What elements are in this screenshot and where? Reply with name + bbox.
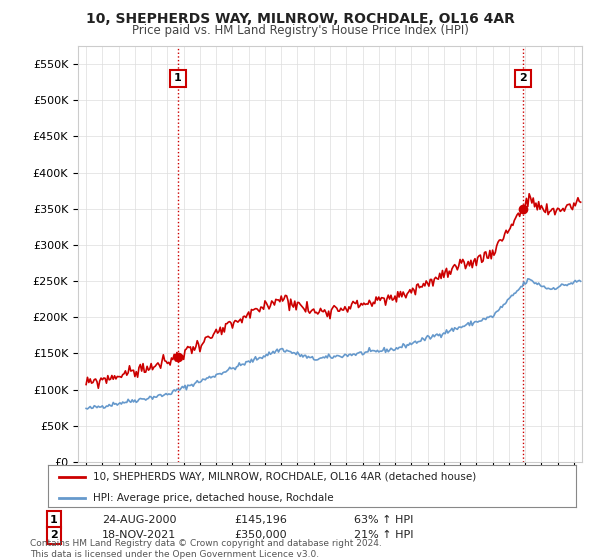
Text: 21% ↑ HPI: 21% ↑ HPI (354, 530, 413, 540)
Text: 63% ↑ HPI: 63% ↑ HPI (354, 515, 413, 525)
Text: 24-AUG-2000: 24-AUG-2000 (102, 515, 176, 525)
Text: 10, SHEPHERDS WAY, MILNROW, ROCHDALE, OL16 4AR: 10, SHEPHERDS WAY, MILNROW, ROCHDALE, OL… (86, 12, 514, 26)
Text: £145,196: £145,196 (234, 515, 287, 525)
Text: Price paid vs. HM Land Registry's House Price Index (HPI): Price paid vs. HM Land Registry's House … (131, 24, 469, 37)
Text: £350,000: £350,000 (234, 530, 287, 540)
Text: 2: 2 (519, 73, 527, 83)
Text: HPI: Average price, detached house, Rochdale: HPI: Average price, detached house, Roch… (93, 493, 334, 502)
Text: Contains HM Land Registry data © Crown copyright and database right 2024.
This d: Contains HM Land Registry data © Crown c… (30, 539, 382, 559)
Text: 18-NOV-2021: 18-NOV-2021 (102, 530, 176, 540)
Text: 1: 1 (50, 515, 58, 525)
Text: 10, SHEPHERDS WAY, MILNROW, ROCHDALE, OL16 4AR (detached house): 10, SHEPHERDS WAY, MILNROW, ROCHDALE, OL… (93, 472, 476, 482)
Text: 2: 2 (50, 530, 58, 540)
Text: 1: 1 (174, 73, 182, 83)
